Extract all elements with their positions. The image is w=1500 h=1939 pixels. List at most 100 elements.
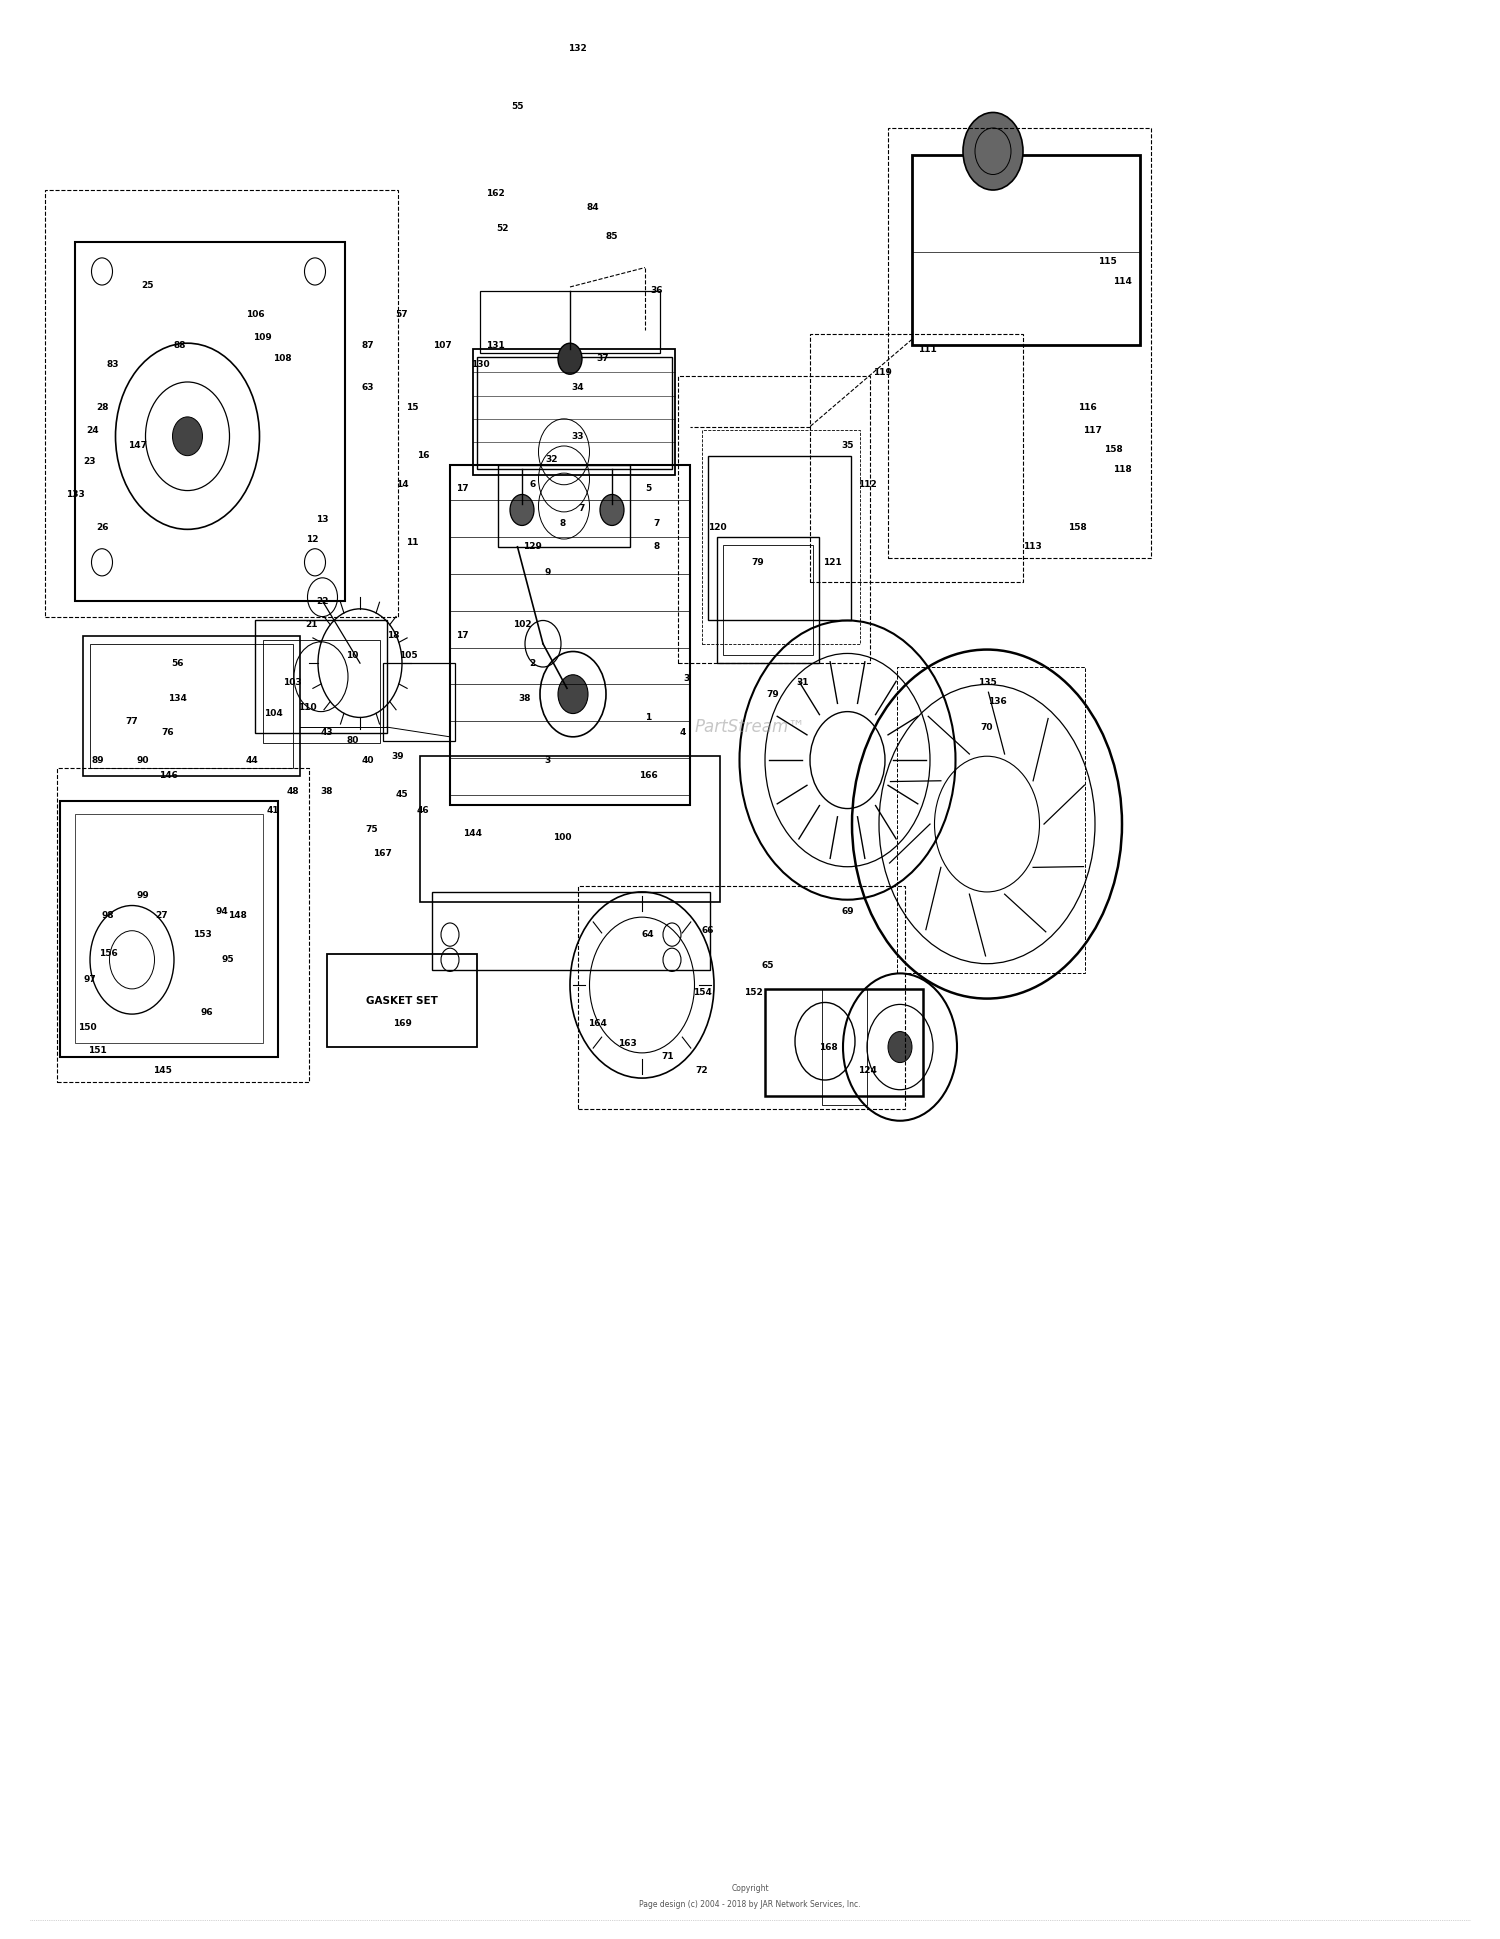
Text: 34: 34 [572,384,584,392]
Text: 113: 113 [1023,543,1041,551]
Text: 8: 8 [560,520,566,527]
Text: 130: 130 [471,361,489,368]
Text: 76: 76 [162,729,174,737]
Text: 107: 107 [433,341,451,349]
Text: 85: 85 [606,233,618,240]
Text: 145: 145 [153,1066,171,1074]
Text: 151: 151 [88,1047,106,1055]
Text: 63: 63 [362,384,374,392]
Text: 37: 37 [597,355,609,363]
Bar [75,242,345,601]
Text: 31: 31 [796,679,808,686]
Text: 22: 22 [316,597,328,605]
Text: 17: 17 [456,485,468,493]
Text: 70: 70 [981,723,993,731]
Text: 6: 6 [530,481,536,489]
Text: 104: 104 [264,710,282,717]
Text: 153: 153 [194,931,211,938]
Text: 18: 18 [387,632,399,640]
Circle shape [558,343,582,374]
Text: 106: 106 [246,310,264,318]
Text: 158: 158 [1068,524,1086,531]
Text: 111: 111 [918,345,936,353]
Bar [60,801,278,1057]
Text: 33: 33 [572,432,584,440]
Text: 16: 16 [417,452,429,460]
Text: 40: 40 [362,756,374,764]
Text: 28: 28 [96,403,108,411]
Text: 154: 154 [693,989,711,997]
Text: 21: 21 [306,620,318,628]
Text: 83: 83 [106,361,118,368]
Text: 11: 11 [406,539,418,547]
Text: 79: 79 [752,558,764,566]
Text: 105: 105 [399,652,417,659]
Text: 156: 156 [99,950,117,958]
Text: 15: 15 [406,403,418,411]
Text: 17: 17 [456,632,468,640]
Text: 48: 48 [286,787,298,795]
Bar [472,349,675,475]
Text: 117: 117 [1083,427,1101,434]
Text: 100: 100 [554,834,572,842]
Text: 168: 168 [819,1043,837,1051]
Text: 46: 46 [417,807,429,814]
Bar [75,814,262,1043]
Text: 135: 135 [978,679,996,686]
Text: 55: 55 [512,103,524,111]
Bar [57,768,309,1082]
Text: 129: 129 [524,543,542,551]
Text: PartStream™: PartStream™ [694,717,806,737]
Text: 102: 102 [513,620,531,628]
Text: 148: 148 [228,911,246,919]
Text: 98: 98 [102,911,114,919]
Bar [912,155,1140,345]
Text: 99: 99 [136,892,148,900]
Text: 163: 163 [618,1039,636,1047]
Text: 77: 77 [126,717,138,725]
Text: 97: 97 [84,975,96,983]
Text: 162: 162 [486,190,504,198]
Text: 133: 133 [66,491,84,498]
Text: 158: 158 [1104,446,1122,454]
Text: 121: 121 [824,558,842,566]
Text: 43: 43 [321,729,333,737]
Bar [45,190,398,617]
Text: 103: 103 [284,679,302,686]
Text: 1: 1 [645,714,651,721]
Bar [82,636,300,776]
Text: 109: 109 [254,334,272,341]
Text: 2: 2 [530,659,536,667]
Text: 44: 44 [246,756,258,764]
Text: 69: 69 [842,907,854,915]
Circle shape [963,112,1023,190]
Text: GASKET SET: GASKET SET [366,995,438,1006]
Text: 14: 14 [396,481,408,489]
Circle shape [510,494,534,525]
Bar [382,663,454,741]
Bar [717,537,819,663]
Text: 95: 95 [222,956,234,964]
Text: 39: 39 [392,752,404,760]
Text: 144: 144 [464,830,482,838]
Bar [822,989,867,1105]
Text: 23: 23 [84,458,96,465]
Bar [480,291,660,353]
Text: 88: 88 [174,341,186,349]
Text: 120: 120 [708,524,726,531]
Text: 124: 124 [858,1066,876,1074]
Text: 35: 35 [842,442,854,450]
Text: 64: 64 [642,931,654,938]
Bar [708,456,850,620]
Circle shape [558,675,588,714]
Bar [888,128,1150,558]
Text: 24: 24 [87,427,99,434]
Text: 146: 146 [159,772,177,779]
Text: 36: 36 [651,287,663,295]
Text: 27: 27 [156,911,168,919]
Text: 52: 52 [496,225,508,233]
Text: 65: 65 [762,962,774,970]
Text: 118: 118 [1113,465,1131,473]
Bar [678,376,870,663]
Text: 38: 38 [519,694,531,702]
